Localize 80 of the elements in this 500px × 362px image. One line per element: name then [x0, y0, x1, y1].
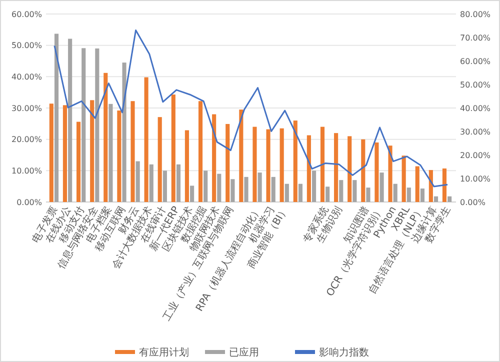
- bar: [380, 172, 384, 202]
- bar: [298, 184, 303, 202]
- y2-tick-label: 70.00%: [460, 33, 491, 42]
- bar: [95, 48, 100, 202]
- bar: [393, 184, 398, 202]
- bar: [149, 164, 154, 202]
- bar: [62, 105, 68, 202]
- bar: [339, 180, 344, 202]
- bar: [68, 38, 72, 202]
- y2-tick-label: 10.00%: [460, 174, 491, 184]
- y2-tick-label: 30.00%: [460, 127, 491, 136]
- bar: [306, 135, 311, 202]
- line-series: [54, 29, 448, 188]
- legend-label: 已应用: [229, 346, 259, 358]
- bar: [76, 122, 81, 202]
- y-tick-label: 0.00%: [16, 198, 42, 207]
- y2-tick-label: 40.00%: [460, 104, 491, 113]
- bar: [258, 172, 262, 202]
- bar: [212, 114, 216, 202]
- bar: [217, 174, 222, 202]
- bar: [434, 196, 438, 202]
- bar: [415, 166, 420, 202]
- bar: [244, 176, 248, 202]
- bar: [158, 117, 162, 202]
- bar: [176, 164, 181, 202]
- bar: [388, 146, 392, 202]
- bar: [204, 170, 208, 202]
- bar: [190, 186, 194, 202]
- y2-tick-label: 0.00%: [460, 198, 486, 207]
- bar: [428, 170, 433, 202]
- bar: [312, 170, 316, 202]
- bar: [293, 120, 298, 202]
- bar: [171, 94, 176, 202]
- legend-label: 影响力指数: [319, 346, 369, 358]
- y-tick-label: 10.00%: [11, 166, 42, 176]
- y2-tick-label: 60.00%: [460, 56, 491, 66]
- bar: [162, 170, 167, 202]
- legend-label: 有应用计划: [139, 346, 189, 358]
- y-tick-label: 40.00%: [11, 72, 42, 82]
- bar: [239, 110, 244, 202]
- y-tick-label: 50.00%: [11, 41, 42, 50]
- bar: [326, 186, 330, 202]
- bar: [184, 130, 189, 202]
- bar: [406, 188, 411, 202]
- y-tick-label: 30.00%: [11, 104, 42, 113]
- bar: [104, 72, 108, 202]
- bar: [130, 101, 135, 202]
- bar: [448, 196, 452, 202]
- bar: [284, 184, 289, 202]
- bar: [320, 126, 325, 202]
- bar: [54, 34, 59, 202]
- bar: [82, 48, 86, 202]
- bar: [226, 124, 230, 202]
- bar: [144, 77, 148, 202]
- bar: [402, 156, 406, 202]
- y-tick-label: 20.00%: [11, 135, 42, 144]
- y2-tick-label: 20.00%: [460, 150, 491, 160]
- bar: [117, 110, 122, 202]
- bar: [361, 139, 366, 202]
- bar: [136, 161, 140, 202]
- bar: [122, 62, 126, 202]
- bar: [348, 136, 352, 202]
- bar: [420, 188, 424, 202]
- y2-tick-label: 50.00%: [460, 80, 491, 90]
- bar: [442, 168, 447, 202]
- bar: [230, 179, 235, 202]
- bar: [198, 101, 203, 202]
- bar: [352, 180, 357, 202]
- bar: [374, 142, 379, 202]
- bar: [334, 133, 338, 202]
- bar: [252, 126, 257, 202]
- bar: [90, 100, 94, 202]
- y-tick-label: 60.00%: [11, 10, 42, 19]
- bar: [108, 104, 113, 202]
- y2-tick-label: 80.00%: [460, 10, 491, 19]
- bar: [280, 128, 284, 202]
- bar: [271, 176, 276, 202]
- bar: [266, 129, 270, 202]
- bar: [366, 188, 370, 202]
- bar: [49, 104, 54, 202]
